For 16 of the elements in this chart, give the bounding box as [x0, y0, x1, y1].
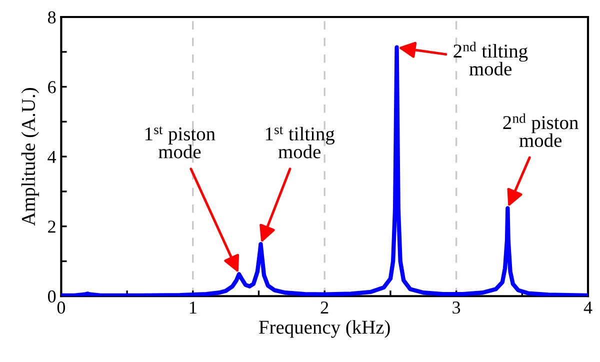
y-tick-label: 4 [48, 150, 56, 163]
x-tick-label: 2 [320, 302, 328, 314]
annotation: 1$^{st}$ tilting mode [266, 126, 335, 158]
x-tick-label: 0 [57, 302, 66, 314]
x-tick-label: 4 [584, 302, 592, 314]
y-tick-label: 6 [48, 81, 56, 94]
y-tick-label: 2 [48, 220, 56, 233]
annotation: 2$^{nd}$ piston mode [503, 113, 578, 148]
x-axis-title: Frequency (kHz) [259, 320, 390, 338]
y-tick-label: 8 [48, 11, 56, 24]
x-tick-label: 3 [452, 302, 460, 314]
y-tick-label: 0 [48, 290, 56, 303]
y-axis-title: Amplitude (A.U.) [21, 88, 39, 226]
annotation: 1$^{st}$ piston mode [145, 126, 216, 158]
annotation: 2$^{nd}$ tilting mode [454, 42, 528, 76]
x-tick-label: 1 [190, 302, 196, 314]
